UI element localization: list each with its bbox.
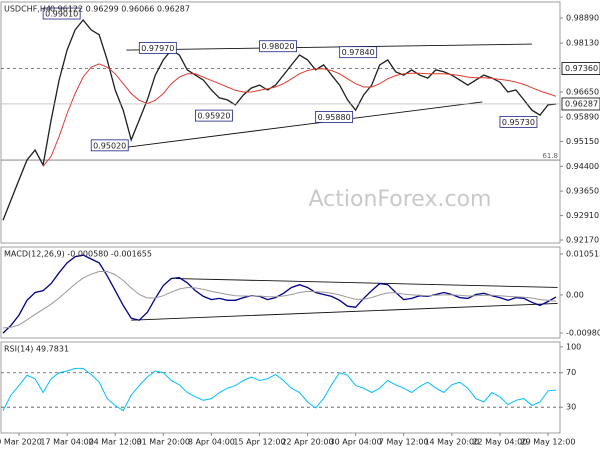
trend-line [126,43,532,51]
annotation-box [499,115,538,128]
fib-label: 61.8 [542,152,558,160]
y-tick-label: 0.98890 [566,13,599,22]
watermark: ActionForex.com [309,187,492,212]
annotation-box [339,46,378,59]
y-tick-label: 70 [566,368,576,377]
annotation-box [195,109,233,122]
x-tick-label: 22 May 04:00 [472,438,527,447]
x-tick-label: 22 Apr 20:00 [281,438,333,447]
annotation-box [90,139,129,152]
panel-frame [0,341,561,434]
symbol: USDCHF,H4 [4,5,51,14]
y-tick-label: 0.95150 [566,137,599,146]
y-tick-label: 0.98130 [566,39,599,48]
annotation-label: 0.99010 [45,10,78,19]
annotation-label: 0.95880 [318,113,351,122]
y-tick-label: 0.95890 [566,113,599,122]
x-tick-label: 17 Mar 04:00 [40,438,93,447]
trend-line [131,302,558,321]
trend-line [127,101,483,148]
x-tick-label: 30 Apr 04:00 [330,438,382,447]
y-tick-label: 30 [566,403,576,412]
x-tick-label: 24 Mar 12:00 [88,438,141,447]
y-tick-label: 0.92170 [566,235,599,244]
x-tick-label: 31 Mar 20:00 [137,438,190,447]
annotation-label: 0.97840 [342,48,375,57]
series-line [42,63,557,167]
x-tick-label: 14 May 20:00 [424,438,479,447]
y-tick-label: 0.96650 [566,87,599,96]
x-tick-label: 9 Mar 2020 [0,438,42,447]
y-tick-label: 0.94400 [566,162,599,171]
x-tick-label: 15 Apr 12:00 [233,438,285,447]
annotation-label: 0.95730 [502,118,535,127]
panel-frame [0,1,561,244]
annotation-label: 0.95920 [197,112,230,121]
annotation-label: 0.98020 [261,42,294,51]
series-line [2,367,557,412]
ohlc: 0.96122 0.96299 0.96066 0.96287 [50,5,190,14]
y-tick-label: 0.010513 [566,249,600,258]
last-price-box [561,97,600,111]
panel-frame [0,246,561,339]
series-line [2,271,557,329]
x-tick-label: 7 May 12:00 [379,438,429,447]
series-line [2,254,557,334]
x-tick-label: 29 May 12:00 [521,438,576,447]
x-tick-label: 8 Apr 04:00 [188,438,235,447]
y-tick-label: 0.92910 [566,211,599,220]
annotation-box [259,40,297,53]
annotation-label: 0.97970 [141,44,174,53]
annotation-label: 0.95020 [93,141,126,150]
trend-line [176,278,558,288]
y-tick-label: 0.00 [566,290,584,299]
annotation-box [42,7,81,20]
y-tick-label: 100 [566,342,581,351]
y-tick-label: 0.93650 [566,187,599,196]
annotation-box [138,41,177,54]
level-label-box [561,62,600,75]
annotation-box [315,111,354,123]
level-label: 0.97360 [565,64,598,73]
last-price-label: 0.96287 [565,99,598,108]
panel-title: RSI(14) 49.7831 [4,345,69,354]
series-line [2,18,557,221]
y-tick-label: -0.009804 [566,329,600,338]
panel-title: MACD(12,26,9) -0.000580 -0.001655 [4,250,152,259]
